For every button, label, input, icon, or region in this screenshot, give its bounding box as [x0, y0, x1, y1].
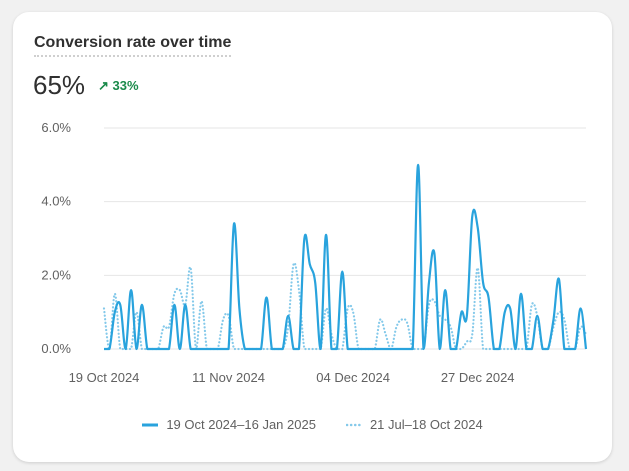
line-chart: 0.0% 2.0% 4.0% 6.0% 19 Oct 2024 11 Nov 2024 04…: [41, 120, 588, 385]
legend-dotted-line-icon: [345, 423, 362, 426]
arrow-up-right-icon: ↗: [98, 78, 109, 93]
y-tick-label: 4.0%: [41, 194, 71, 209]
x-tick-label: 11 Nov 2024: [192, 370, 265, 385]
card-title[interactable]: Conversion rate over time: [34, 34, 232, 57]
x-tick-label: 19 Oct 2024: [69, 370, 140, 385]
x-tick-label: 27 Dec 2024: [441, 370, 515, 385]
legend-item-previous[interactable]: 21 Jul–18 Oct 2024: [345, 417, 483, 432]
x-tick-label: 04 Dec 2024: [316, 370, 390, 385]
series-line-current: [103, 163, 588, 351]
legend-label: 21 Jul–18 Oct 2024: [369, 417, 483, 432]
legend-label: 19 Oct 2024–16 Jan 2025: [166, 417, 316, 432]
delta-value: 33%: [112, 78, 139, 93]
series-line-previous: [102, 261, 588, 351]
legend-solid-line-icon: [142, 423, 159, 426]
conversion-rate-card: Conversion rate over time 65% ↗ 33% 0.0%…: [13, 12, 612, 462]
y-tick-label: 0.0%: [41, 341, 71, 356]
legend-item-current[interactable]: 19 Oct 2024–16 Jan 2025: [142, 417, 316, 432]
metric-value: 65%: [33, 70, 86, 100]
legend: 19 Oct 2024–16 Jan 2025 21 Jul–18 Oct 20…: [13, 417, 612, 432]
y-tick-label: 2.0%: [41, 267, 71, 282]
delta-badge: ↗ 33%: [98, 78, 139, 94]
y-tick-label: 6.0%: [41, 120, 71, 135]
